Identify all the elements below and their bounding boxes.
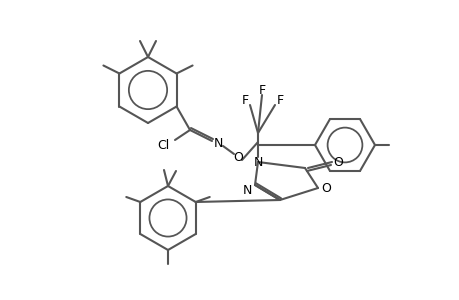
Text: F: F xyxy=(276,94,283,106)
Text: Cl: Cl xyxy=(157,139,169,152)
Text: N: N xyxy=(242,184,251,196)
Text: O: O xyxy=(320,182,330,194)
Text: N: N xyxy=(213,136,222,149)
Text: F: F xyxy=(241,94,248,106)
Text: F: F xyxy=(258,83,265,97)
Text: O: O xyxy=(332,155,342,169)
Text: O: O xyxy=(233,151,242,164)
Text: N: N xyxy=(253,155,262,169)
